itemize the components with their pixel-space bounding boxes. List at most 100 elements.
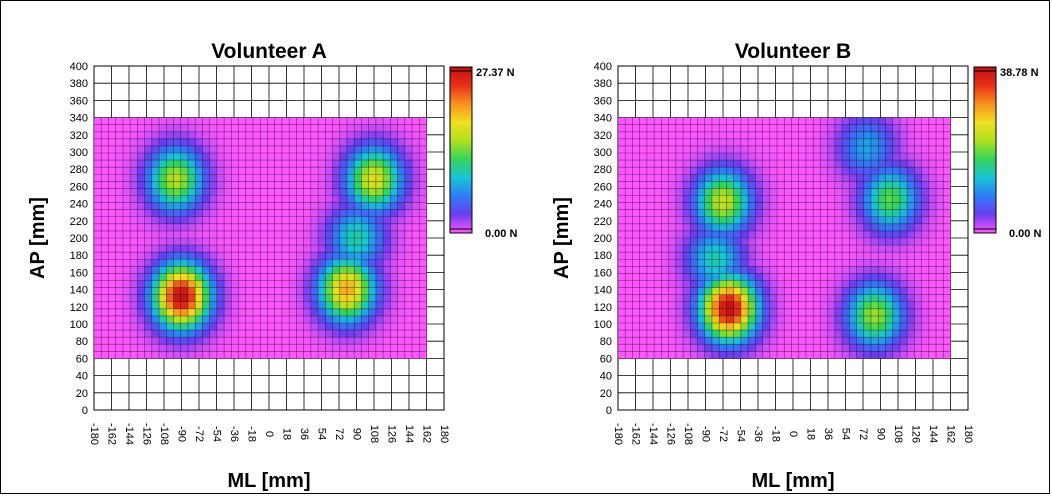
heatmap-cell <box>318 160 326 168</box>
colorbar-scale <box>449 66 473 234</box>
heatmap-cell <box>733 174 742 182</box>
heatmap-cell <box>863 181 872 189</box>
heatmap-cell <box>209 117 218 125</box>
heatmap-cell <box>209 124 218 133</box>
heatmap-cell <box>748 230 756 239</box>
heatmap-cell <box>791 124 800 133</box>
x-tick-label: -36 <box>752 426 764 442</box>
heatmap-cell <box>209 153 218 161</box>
heatmap-cell <box>762 330 771 338</box>
heatmap-cell <box>711 252 720 260</box>
heatmap-cell <box>820 160 828 168</box>
heatmap-cell <box>332 266 341 274</box>
heatmap-cell <box>683 266 691 274</box>
heatmap-cell <box>675 315 684 324</box>
heatmap-cell <box>180 351 189 359</box>
heatmap-cell <box>151 315 160 324</box>
heatmap-cell <box>870 301 879 310</box>
heatmap-cell <box>375 216 384 225</box>
heatmap-cell <box>195 181 203 189</box>
heatmap-cell <box>108 209 116 218</box>
heatmap-cell <box>224 181 232 189</box>
heatmap-cell <box>704 301 713 310</box>
heatmap-cell <box>375 223 384 232</box>
heatmap-cell <box>404 238 413 246</box>
heatmap-cell <box>122 138 131 147</box>
heatmap-cell <box>755 245 763 253</box>
heatmap-cell <box>921 124 930 133</box>
heatmap-cell <box>216 351 225 359</box>
heatmap-cell <box>769 209 778 218</box>
heatmap-cell <box>130 124 138 133</box>
heatmap-cell <box>383 138 391 147</box>
heatmap-cell <box>404 259 413 267</box>
heatmap-cell <box>310 216 319 225</box>
heatmap-cell <box>253 160 261 168</box>
heatmap-cell <box>646 188 655 196</box>
heatmap-cell <box>668 174 677 182</box>
heatmap-cell <box>899 330 908 338</box>
heatmap-cell <box>834 344 843 352</box>
heatmap-cell <box>661 209 669 218</box>
heatmap-cell <box>354 308 362 317</box>
heatmap-cell <box>928 266 937 274</box>
heatmap-cell <box>820 287 828 295</box>
heatmap-cell <box>690 337 698 345</box>
heatmap-cell <box>697 202 706 210</box>
heatmap-cell <box>791 259 800 267</box>
heatmap-cell <box>354 160 362 168</box>
heatmap-cell <box>733 230 742 239</box>
heatmap-cell <box>856 188 865 196</box>
heatmap-cell <box>325 209 333 218</box>
heatmap-cell <box>798 124 807 133</box>
heatmap-cell <box>166 202 174 210</box>
heatmap-cell <box>834 337 843 345</box>
heatmap-cell <box>253 245 261 253</box>
y-tick-label: 340 <box>70 113 88 125</box>
heatmap-cell <box>137 138 145 147</box>
heatmap-cell <box>419 124 427 133</box>
heatmap-cell <box>274 209 283 218</box>
heatmap-cell <box>361 351 369 359</box>
heatmap-cell <box>921 167 930 175</box>
heatmap-cell <box>274 153 283 161</box>
heatmap-cell <box>748 280 756 288</box>
heatmap-cell <box>899 351 908 359</box>
heatmap-cell <box>834 266 843 274</box>
heatmap-cell <box>936 294 944 303</box>
heatmap-cell <box>267 174 276 182</box>
heatmap-cell <box>914 223 922 232</box>
heatmap-cell <box>303 294 312 303</box>
heatmap-cell <box>805 330 814 338</box>
heatmap-cell <box>173 223 182 232</box>
heatmap-cell <box>733 351 742 359</box>
heatmap-cell <box>115 174 124 182</box>
heatmap-cell <box>303 223 312 232</box>
heatmap-cell <box>209 138 218 147</box>
heatmap-cell <box>390 315 398 324</box>
heatmap-cell <box>383 131 391 140</box>
heatmap-cell <box>668 167 677 175</box>
heatmap-cell <box>863 351 872 359</box>
heatmap-cell <box>245 337 254 345</box>
heatmap-cell <box>101 174 109 182</box>
heatmap-cell <box>936 280 944 288</box>
heatmap-cell <box>683 174 691 182</box>
heatmap-cell <box>94 315 102 324</box>
heatmap-cell <box>281 322 290 331</box>
heatmap-cell <box>719 322 727 331</box>
heatmap-cell <box>274 238 283 246</box>
heatmap-cell <box>310 167 319 175</box>
heatmap-cell <box>791 223 800 232</box>
heatmap-cell <box>354 315 362 324</box>
heatmap-cell <box>245 145 254 154</box>
heatmap-cell <box>202 322 210 331</box>
heatmap-cell <box>625 181 633 189</box>
heatmap-cell <box>618 337 626 345</box>
heatmap-cell <box>130 322 138 331</box>
heatmap-cell <box>404 337 413 345</box>
heatmap-cell <box>762 202 771 210</box>
heatmap-cell <box>122 145 131 154</box>
heatmap-cell <box>639 202 648 210</box>
heatmap-cell <box>842 153 850 161</box>
